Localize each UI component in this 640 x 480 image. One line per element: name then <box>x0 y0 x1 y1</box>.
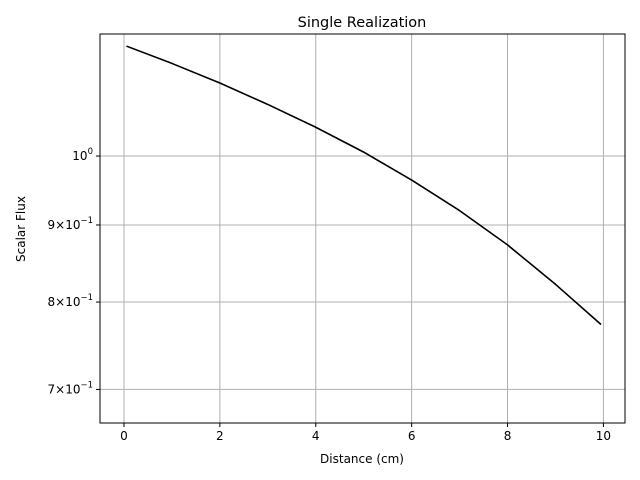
x-tick-label: 2 <box>216 429 224 443</box>
y-axis-label: Scalar Flux <box>14 196 28 262</box>
y-tick-label: 9×10−1 <box>48 216 94 232</box>
y-tick-label: 100 <box>72 147 93 163</box>
x-tick-label: 10 <box>596 429 611 443</box>
y-tick-label: 8×10−1 <box>48 293 94 309</box>
series-line-group <box>126 45 602 326</box>
x-tick-label: 8 <box>504 429 512 443</box>
plot-frame <box>99 33 626 424</box>
x-tick-label: 0 <box>120 429 128 443</box>
grid <box>100 34 625 423</box>
x-tick-label: 6 <box>408 429 416 443</box>
x-axis-label: Distance (cm) <box>320 452 404 466</box>
ticks: 0 2 4 6 8 10 100 9×10−1 8×10−1 7×10−1 <box>48 147 612 443</box>
y-tick-label: 7×10−1 <box>48 380 94 396</box>
chart-title: Single Realization <box>298 15 427 31</box>
series-line <box>126 45 602 326</box>
x-tick-label: 4 <box>312 429 320 443</box>
